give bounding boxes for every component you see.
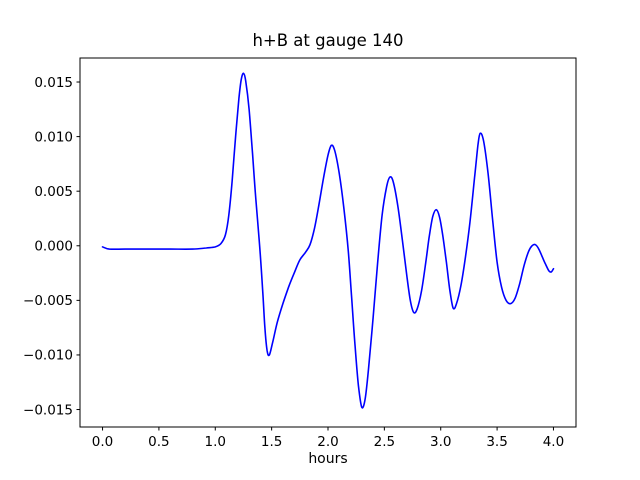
y-tick-label: −0.010 [23, 348, 73, 364]
x-tick-label: 3.0 [430, 434, 451, 450]
x-tick-label: 2.5 [374, 434, 395, 450]
y-tick-label: 0.010 [34, 129, 73, 145]
chart-title: h+B at gauge 140 [252, 31, 404, 50]
y-tick-label: −0.005 [23, 293, 73, 309]
y-tick-label: 0.005 [34, 184, 73, 200]
x-tick-label: 1.0 [205, 434, 226, 450]
x-tick-label: 0.0 [92, 434, 113, 450]
x-tick-label: 0.5 [148, 434, 169, 450]
y-tick-label: 0.015 [34, 75, 73, 91]
y-tick-label: −0.015 [23, 402, 73, 418]
x-axis-label: hours [308, 451, 348, 467]
x-tick-label: 4.0 [543, 434, 564, 450]
x-tick-label: 2.0 [317, 434, 338, 450]
x-tick-label: 1.5 [261, 434, 282, 450]
series-line [101, 72, 555, 409]
x-tick-label: 3.5 [486, 434, 507, 450]
y-tick-label: 0.000 [34, 239, 73, 255]
axes-spines [79, 57, 577, 428]
